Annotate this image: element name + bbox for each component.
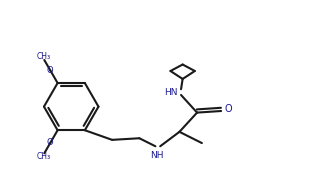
- Text: CH₃: CH₃: [36, 152, 51, 161]
- Text: O: O: [47, 138, 53, 147]
- Text: O: O: [224, 104, 232, 114]
- Text: CH₃: CH₃: [36, 52, 51, 61]
- Text: NH: NH: [150, 151, 164, 160]
- Text: HN: HN: [164, 88, 177, 97]
- Text: O: O: [47, 66, 53, 75]
